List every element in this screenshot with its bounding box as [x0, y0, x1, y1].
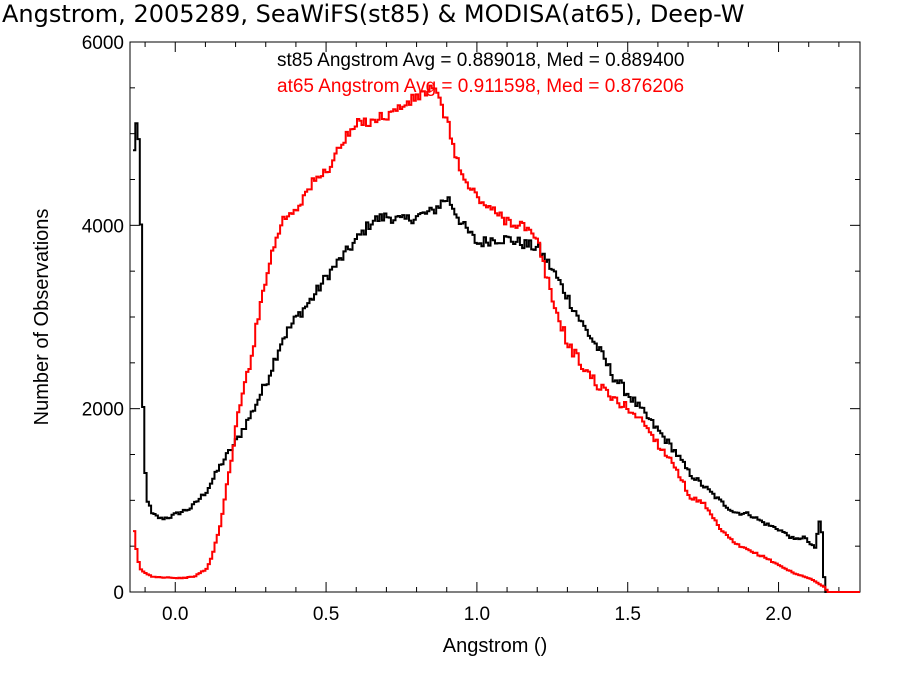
plot-frame [129, 41, 861, 593]
x-tick-label: 1.0 [464, 604, 490, 625]
y-tick-label: 6000 [82, 33, 124, 54]
data-series [133, 84, 860, 593]
x-tick-label: 0.0 [162, 604, 188, 625]
series-st85-line [133, 122, 828, 593]
y-axis-label: Number of Observations [31, 209, 53, 426]
legend-entry-at65: at65 Angstrom Avg = 0.911598, Med = 0.87… [277, 76, 685, 97]
axis-ticks: 0.0 0.5 1.0 1.5 2.0 0 2000 4000 6000 [82, 33, 860, 625]
y-tick-label: 0 [113, 583, 124, 604]
x-axis-label: Angstrom () [443, 635, 547, 657]
x-tick-label: 0.5 [313, 604, 339, 625]
x-tick-label: 2.0 [765, 604, 791, 625]
x-tick-label: 1.5 [615, 604, 641, 625]
legend-entry-st85: st85 Angstrom Avg = 0.889018, Med = 0.88… [277, 50, 685, 71]
series-at65-line [133, 84, 860, 593]
y-tick-label: 2000 [82, 400, 124, 421]
y-tick-label: 4000 [82, 216, 124, 237]
chart-title: Angstrom, 2005289, SeaWiFS(st85) & MODIS… [2, 0, 745, 28]
